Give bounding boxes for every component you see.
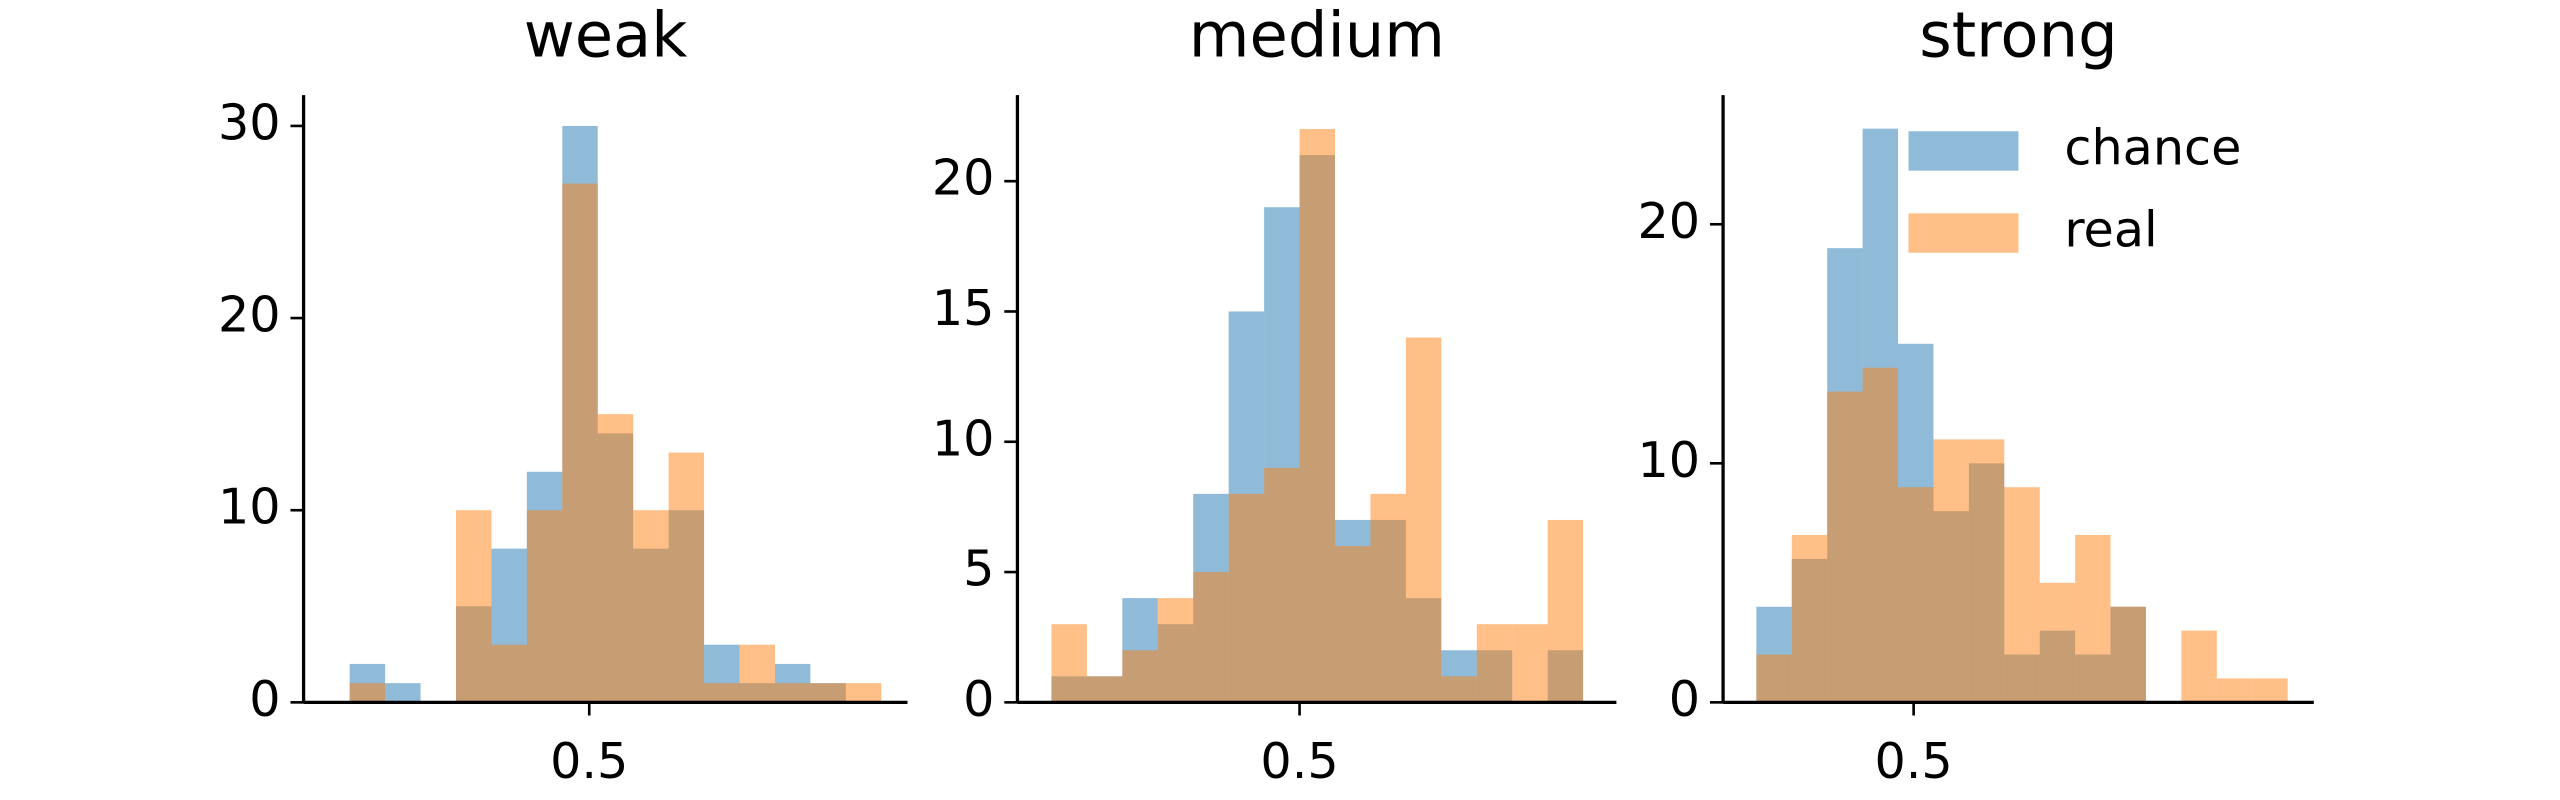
bar: [1157, 598, 1194, 703]
chart-title: medium: [1189, 0, 1445, 71]
bar: [2004, 487, 2040, 703]
y-tick-label: 10: [218, 478, 281, 536]
y-tick-label: 10: [932, 409, 995, 467]
y-tick-label: 15: [932, 279, 995, 337]
bar: [1933, 439, 1969, 703]
legend-swatch: [1908, 131, 2019, 171]
bar: [349, 683, 386, 703]
bar: [845, 683, 882, 703]
bar: [1827, 391, 1863, 703]
bar: [2181, 630, 2217, 703]
bar: [1193, 572, 1229, 703]
y-tick-label: 30: [218, 93, 281, 151]
legend-label: real: [2064, 201, 2157, 259]
y-tick-label: 0: [249, 670, 280, 728]
bar: [2110, 606, 2146, 703]
bar: [1898, 487, 1934, 703]
bar: [704, 683, 740, 703]
bar: [2216, 678, 2253, 703]
bar: [1756, 654, 1792, 703]
bar: [2252, 678, 2288, 703]
bar: [739, 644, 775, 703]
bar: [1512, 624, 1548, 703]
chart-title: strong: [1919, 0, 2117, 71]
bar: [810, 683, 846, 703]
x-tick-label: 0.5: [550, 732, 628, 790]
bar: [2075, 535, 2111, 703]
bar: [526, 510, 563, 703]
bar: [1476, 624, 1513, 703]
bar: [1264, 467, 1300, 703]
y-tick-label: 5: [963, 540, 994, 598]
x-tick-label: 0.5: [1260, 732, 1338, 790]
bar: [668, 452, 705, 703]
y-tick-label: 20: [932, 149, 995, 207]
bar: [1968, 439, 2005, 703]
legend-swatch: [1908, 213, 2019, 253]
y-tick-label: 20: [218, 286, 281, 344]
bar: [491, 644, 527, 703]
bar: [2039, 582, 2076, 703]
y-tick-label: 0: [963, 670, 994, 728]
bar: [1547, 519, 1584, 703]
x-tick-label: 0.5: [1874, 732, 1952, 790]
bar: [1370, 493, 1406, 703]
bar: [1791, 535, 1828, 703]
chart-title: weak: [524, 0, 688, 71]
y-tick-label: 10: [1637, 431, 1700, 489]
bar: [1086, 676, 1123, 703]
bar: [1441, 676, 1477, 703]
bar: [1228, 493, 1265, 703]
y-tick-label: 20: [1637, 192, 1700, 250]
bar: [1334, 546, 1371, 703]
bar: [774, 683, 811, 703]
bar: [1405, 337, 1442, 703]
bar: [1122, 650, 1158, 703]
bar: [455, 510, 492, 703]
bar: [1862, 367, 1899, 703]
y-tick-label: 0: [1669, 670, 1700, 728]
bar: [385, 683, 421, 703]
legend-label: chance: [2064, 118, 2241, 176]
bar: [562, 183, 598, 703]
bar: [633, 510, 669, 703]
bar: [1051, 624, 1087, 703]
bar: [1299, 129, 1335, 703]
bar: [597, 414, 634, 703]
